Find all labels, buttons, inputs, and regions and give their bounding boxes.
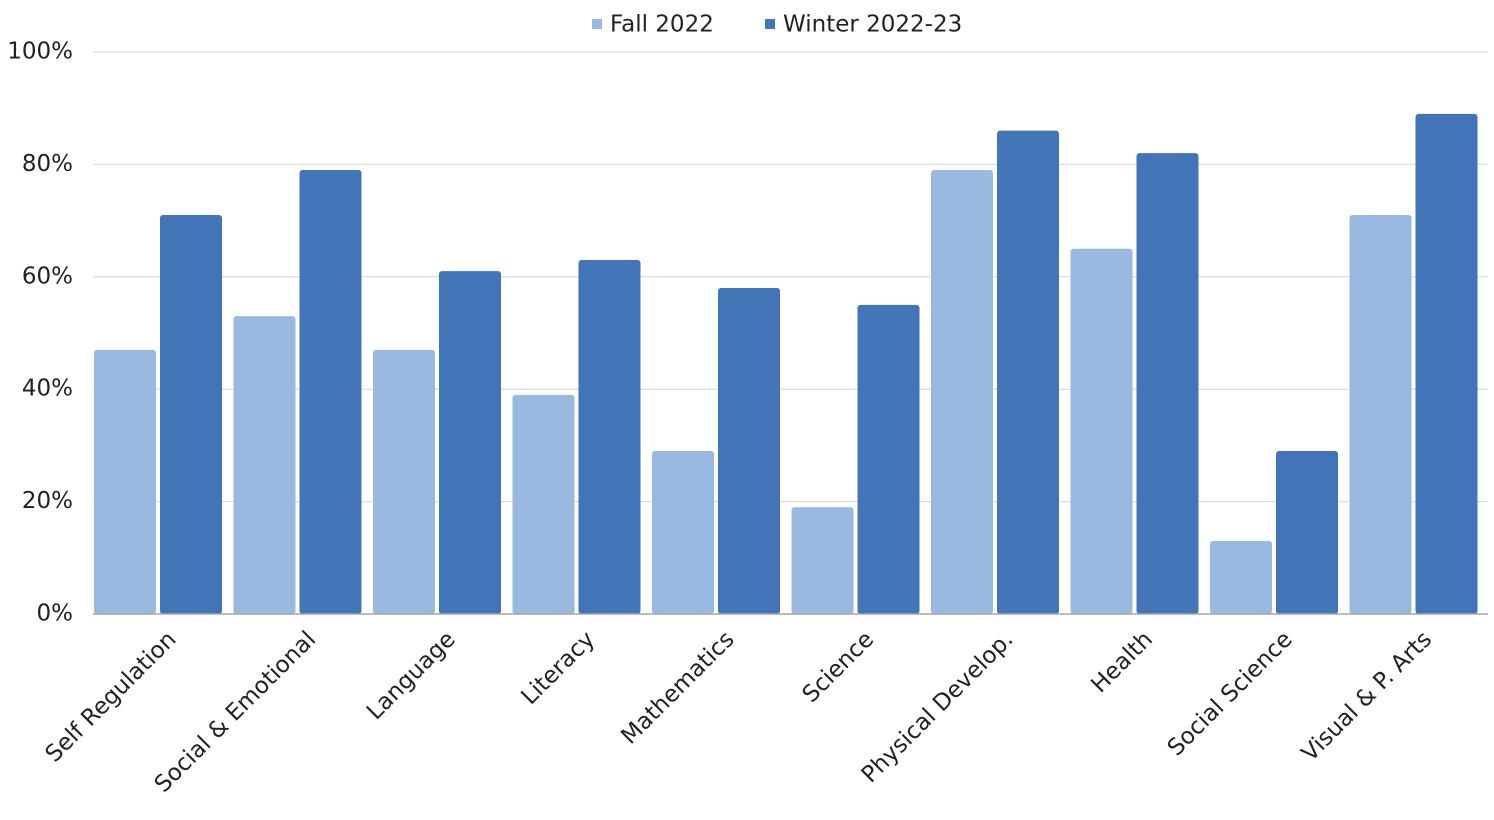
bar [512, 394, 575, 614]
legend-swatch [765, 19, 775, 29]
bar [791, 507, 854, 614]
bar [652, 451, 714, 614]
x-tick-label: Self Regulation [41, 626, 182, 767]
bar [1070, 248, 1133, 614]
y-tick-label: 60% [22, 263, 73, 289]
bar [1276, 451, 1338, 614]
bar [931, 170, 993, 614]
x-tick-label: Health [1086, 626, 1158, 698]
y-tick-label: 40% [22, 376, 73, 402]
bar [160, 214, 222, 615]
y-tick-label: 100% [7, 39, 73, 65]
x-tick-label: Visual & P. Arts [1297, 626, 1437, 766]
bar [1349, 214, 1412, 615]
bar [373, 349, 435, 614]
x-tick-label: Mathematics [616, 626, 739, 749]
legend-label: Winter 2022-23 [783, 12, 962, 38]
x-tick-label: Physical Develop. [857, 626, 1019, 788]
x-tick-label: Language [362, 626, 461, 725]
y-tick-label: 80% [22, 151, 73, 177]
bar [439, 271, 501, 614]
bar [233, 316, 296, 614]
bar [299, 170, 362, 614]
x-tick-label: Literacy [517, 626, 601, 710]
x-tick-label: Social & Emotional [150, 626, 321, 797]
legend-swatch [592, 19, 602, 29]
x-tick-label: Science [798, 626, 879, 707]
bar [1415, 113, 1478, 614]
bar [857, 304, 920, 614]
bar [718, 288, 780, 614]
bar [578, 259, 641, 614]
bar [1136, 153, 1199, 614]
legend-label: Fall 2022 [610, 12, 714, 38]
y-tick-label: 20% [22, 488, 73, 514]
bar [1210, 540, 1272, 614]
x-tick-label: Social Science [1163, 626, 1298, 761]
y-tick-label: 0% [37, 601, 74, 627]
bar [94, 349, 156, 614]
bar [997, 130, 1059, 614]
